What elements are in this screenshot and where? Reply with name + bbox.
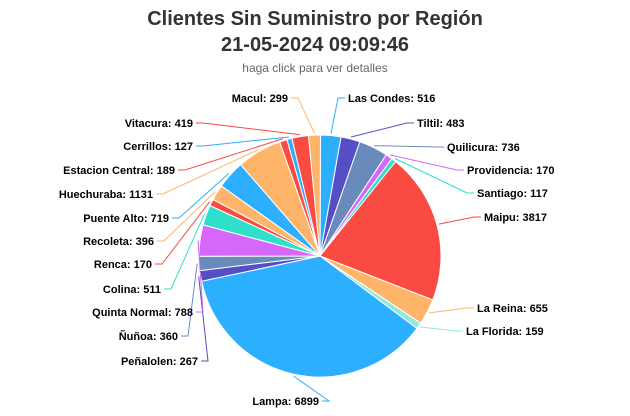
data-label: Peñalolen: 267 [121,356,198,368]
data-label: La Florida: 159 [466,326,544,338]
connector-line [198,276,209,362]
chart-caption[interactable]: haga click para ver detalles [242,61,388,75]
connector-line [394,158,474,194]
data-label: Maipu: 3817 [484,212,547,224]
connector-line [196,136,289,147]
data-label: Recoleta: 396 [83,236,154,248]
connector-line [155,201,211,265]
connector-line [350,122,414,138]
connector-line [330,97,345,134]
connector-line [164,214,205,290]
connector-line [196,240,204,313]
data-label: Renca: 170 [94,259,152,271]
data-label: Las Condes: 516 [348,93,435,105]
connector-line [293,375,331,402]
data-label: Quilicura: 736 [447,142,520,154]
connector-line [390,154,464,171]
data-label: Lampa: 6899 [252,396,319,408]
data-label: Tiltil: 483 [417,118,464,130]
data-label: Huechuraba: 1131 [59,189,153,201]
pie-slice-5[interactable] [319,160,442,301]
connector-line [291,97,315,134]
data-label: Providencia: 170 [467,165,554,177]
connector-line [172,172,230,219]
connector-line [156,149,259,195]
data-label: Colina: 511 [103,284,161,296]
connector-line [181,263,198,337]
chart-subtitle: 21-05-2024 09:09:46 [221,34,409,56]
connector-line [438,216,481,225]
pie-slice-20[interactable] [307,134,321,257]
chart-title: Clientes Sin Suministro por Región [147,8,483,30]
data-label: Macul: 299 [232,93,288,105]
connector-line [420,326,463,332]
connector-line [196,122,300,136]
data-label: La Reina: 655 [477,303,548,315]
data-label: Ñuñoa: 360 [119,330,178,343]
connector-line [157,191,216,242]
data-label: Puente Alto: 719 [83,213,169,225]
pie-slice-8[interactable] [201,255,418,378]
connector-line [178,138,283,171]
data-label: Estacion Central: 189 [63,165,175,177]
connector-line [374,145,444,148]
data-label: Cerrillos: 127 [123,141,193,153]
data-label: Santiago: 117 [477,188,548,200]
data-label: Quinta Normal: 788 [92,307,193,319]
connector-line [429,307,474,314]
data-label: Vitacura: 419 [125,118,193,130]
